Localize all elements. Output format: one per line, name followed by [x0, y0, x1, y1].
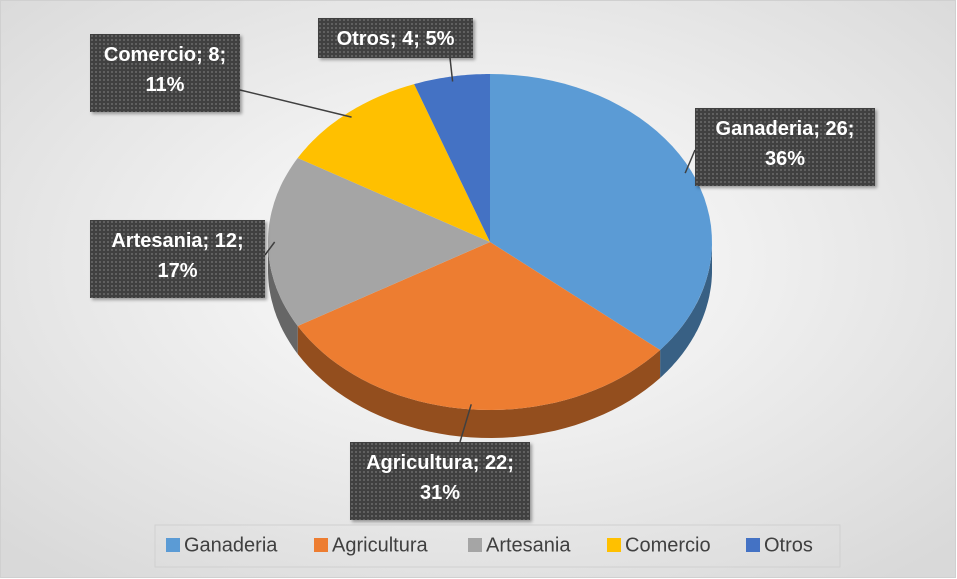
legend-label: Comercio	[625, 534, 711, 556]
legend-swatch	[314, 538, 328, 552]
legend-label: Ganaderia	[184, 534, 278, 556]
data-label: Artesania; 12; 17%	[90, 220, 265, 298]
legend-label: Agricultura	[332, 534, 428, 556]
slice-side	[268, 242, 298, 354]
slice	[297, 242, 661, 410]
slice	[268, 158, 490, 326]
slice-side	[297, 326, 661, 438]
legend-swatch	[468, 538, 482, 552]
data-label: Comercio; 8; 11%	[90, 34, 240, 112]
slice-side	[660, 242, 712, 378]
legend-box	[154, 524, 841, 568]
legend-swatch	[166, 538, 180, 552]
legend-swatch	[746, 538, 760, 552]
leader-line	[684, 149, 696, 174]
legend-label: Artesania	[486, 534, 571, 556]
data-label: Ganaderia; 26; 36%	[695, 108, 875, 186]
legend-label: Otros	[764, 534, 813, 556]
slice	[297, 84, 490, 242]
slice	[414, 74, 490, 242]
data-label: Otros; 4; 5%	[318, 18, 473, 58]
leader-line	[264, 241, 276, 256]
legend-swatch	[607, 538, 621, 552]
data-label: Agricultura; 22; 31%	[350, 442, 530, 520]
leader-line	[459, 404, 472, 443]
slice	[490, 74, 712, 350]
leader-line	[449, 57, 454, 82]
leader-line	[239, 89, 352, 118]
